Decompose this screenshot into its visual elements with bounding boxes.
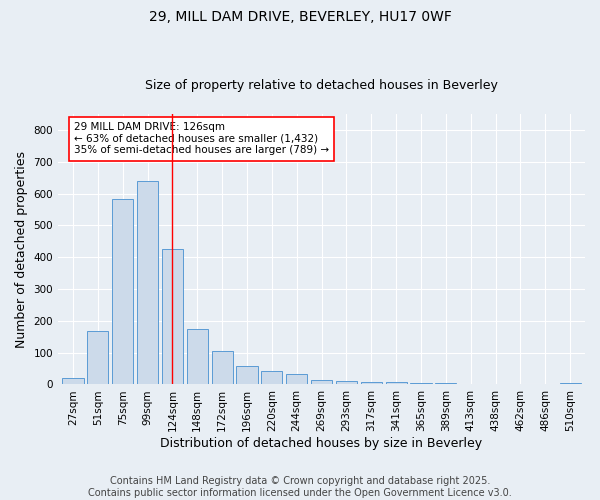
Bar: [87, 331, 109, 384]
Bar: [137, 180, 158, 384]
Bar: [311, 380, 332, 384]
Bar: [112, 199, 133, 384]
X-axis label: Distribution of detached houses by size in Beverley: Distribution of detached houses by size …: [160, 437, 482, 450]
Bar: [386, 382, 407, 384]
Bar: [435, 383, 457, 384]
Bar: [410, 383, 431, 384]
Text: 29 MILL DAM DRIVE: 126sqm
← 63% of detached houses are smaller (1,432)
35% of se: 29 MILL DAM DRIVE: 126sqm ← 63% of detac…: [74, 122, 329, 156]
Bar: [162, 249, 183, 384]
Bar: [560, 382, 581, 384]
Bar: [361, 382, 382, 384]
Y-axis label: Number of detached properties: Number of detached properties: [15, 150, 28, 348]
Title: Size of property relative to detached houses in Beverley: Size of property relative to detached ho…: [145, 79, 498, 92]
Bar: [236, 366, 257, 384]
Text: 29, MILL DAM DRIVE, BEVERLEY, HU17 0WF: 29, MILL DAM DRIVE, BEVERLEY, HU17 0WF: [149, 10, 451, 24]
Bar: [212, 351, 233, 384]
Bar: [286, 374, 307, 384]
Bar: [187, 329, 208, 384]
Bar: [62, 378, 83, 384]
Bar: [336, 382, 357, 384]
Bar: [261, 371, 283, 384]
Text: Contains HM Land Registry data © Crown copyright and database right 2025.
Contai: Contains HM Land Registry data © Crown c…: [88, 476, 512, 498]
